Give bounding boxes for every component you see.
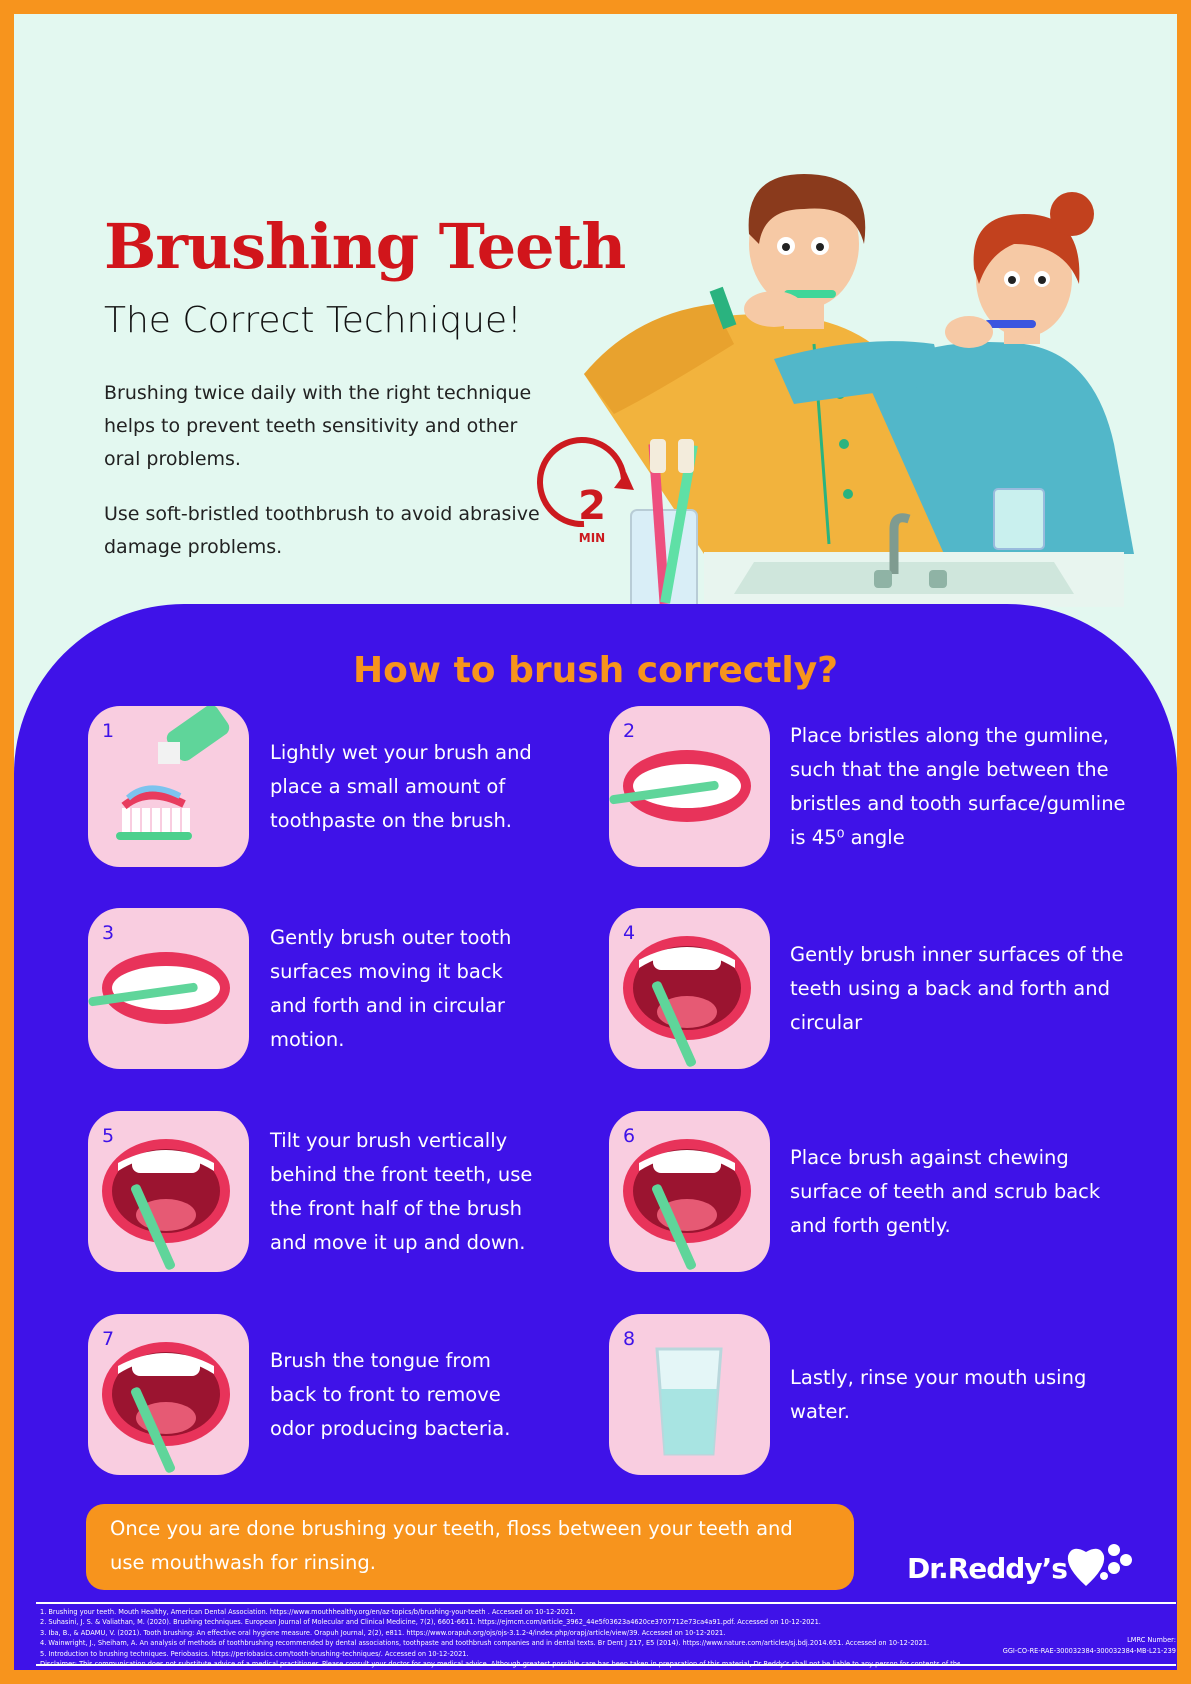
step-number: 6 [623,1125,636,1147]
step-icon [623,936,751,1067]
step-card: 3 [88,908,249,1069]
reference: 2. Suhasini, J. S. & Valiathan, M. (2020… [40,1618,821,1627]
step-icon [88,952,230,1024]
step-number: 5 [102,1125,115,1147]
section-title: How to brush correctly? [352,650,839,691]
step-text: Gently brush inner surfaces of the teeth… [790,942,1124,1034]
lmrc-code: GGI-CO-RE-RAE-300032384-300032384-MB-L21… [1002,1646,1176,1655]
timer-unit: MIN [579,531,605,545]
icon-shape [653,952,721,970]
step-number: 2 [623,720,636,742]
footer-note: Once you are done brushing your teeth, f… [86,1504,854,1590]
subtitle: The Correct Technique! [104,300,522,341]
reference: Disclaimer: This communication does not … [40,1660,960,1669]
step-text: Brush the tongue from back to front to r… [270,1348,511,1440]
reference: 3. Iba, B., & ADAMU, V. (2021). Tooth br… [40,1628,726,1637]
lmrc-label: LMRC Number: [1127,1636,1176,1645]
step-text: Place brush against chewing surface of t… [790,1145,1101,1237]
step-card: 8 [609,1314,770,1475]
reference: 5. Introduction to brushing techniques. … [40,1649,469,1658]
step-card: 1 [88,706,249,867]
step-number: 1 [102,720,115,742]
step-icon [102,1139,230,1270]
brand: Dr.Reddy’s [907,1552,1068,1585]
step-text: Lastly, rinse your mouth using water. [790,1365,1087,1423]
poster: 2 MIN Brushing Teeth The Correct Techniq… [14,14,1177,1670]
icon-shape [88,982,198,1007]
step-text: Place bristles along the gumline, such t… [790,723,1126,849]
title: Brushing Teeth [104,210,626,283]
icon-shape [152,808,160,832]
icon-shape [132,808,140,832]
icon-shape [142,808,150,832]
icon-shape [122,808,130,832]
icon-shape [652,981,696,1067]
step-card: 7 [88,1314,249,1475]
step-text: Gently brush outer tooth surfaces moving… [270,925,512,1051]
step-card: 4 [609,908,770,1069]
icon-shape [652,1184,696,1270]
icon-shape [125,785,182,801]
step-number: 3 [102,922,115,944]
icon-shape [609,780,719,805]
reference: 4. Wainwright, J., Sheiham, A. An analys… [40,1639,930,1648]
icon-shape [132,1358,200,1376]
step-text: Lightly wet your brush and place a small… [270,740,532,832]
icon-shape [166,706,230,761]
icon-shape [653,1155,721,1173]
icon-shape [182,808,190,832]
step-icon [655,1347,723,1456]
intro-text: Use soft-bristled toothbrush to avoid ab… [104,503,540,558]
step-card: 6 [609,1111,770,1272]
step-text: Tilt your brush vertically behind the fr… [270,1128,533,1254]
intro-text: Brushing twice daily with the right tech… [104,382,532,470]
icon-shape [162,808,170,832]
step-number: 4 [623,922,636,944]
reference: 1. Brushing your teeth. Mouth Healthy, A… [40,1608,576,1616]
icon-shape [661,1389,717,1454]
icon-shape [172,808,180,832]
icon-shape [158,742,180,764]
step-icon [609,750,751,822]
header-illustration: 2 MIN [537,174,1134,621]
references: 1. Brushing your teeth. Mouth Healthy, A… [36,1602,1176,1669]
timer-number: 2 [578,483,606,529]
step-number: 8 [623,1328,636,1350]
icon-shape [131,1387,175,1473]
icon-shape [121,791,186,810]
step-icon [116,706,230,840]
icon-shape [132,1155,200,1173]
brand-logo [1067,1544,1132,1586]
step-card: 2 [609,706,770,867]
icon-shape [116,832,192,840]
step-icon [102,1342,230,1473]
step-icon [623,1139,751,1270]
icon-shape [131,1184,175,1270]
step-number: 7 [102,1328,115,1350]
step-card: 5 [88,1111,249,1272]
